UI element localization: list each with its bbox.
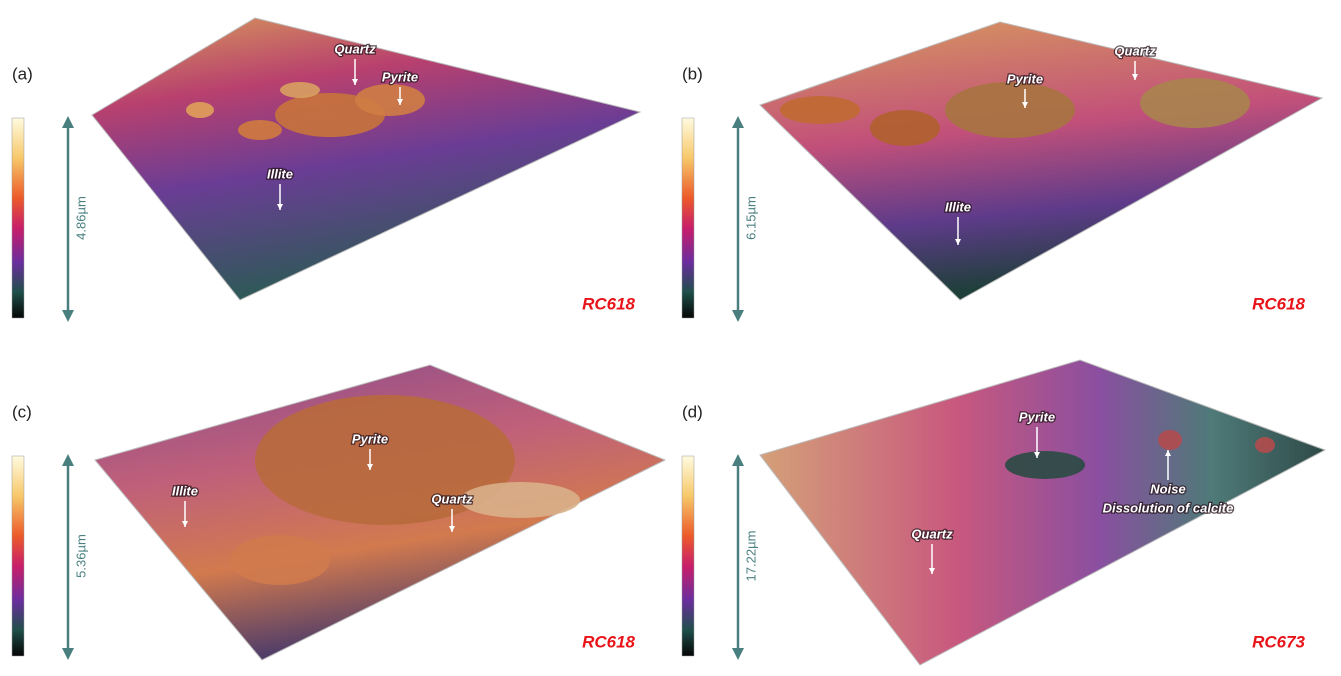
panel: 5.36µm (c) RC618 Pyrite Illite Quartz — [12, 365, 665, 660]
annotation: Pyrite — [1007, 71, 1043, 86]
colorbar — [682, 118, 694, 318]
sample-label: RC618 — [582, 294, 635, 313]
grain — [186, 102, 214, 118]
colorbar — [682, 456, 694, 656]
grain — [460, 482, 580, 518]
height-label: 4.86µm — [73, 196, 88, 240]
grain — [1255, 437, 1275, 453]
annotation: Quartz — [431, 491, 473, 506]
surface — [760, 22, 1322, 300]
arrow-head — [732, 454, 744, 466]
colorbar — [12, 456, 24, 656]
grain — [945, 82, 1075, 138]
height-label: 6.15µm — [743, 196, 758, 240]
annotation: Dissolution of calcite — [1103, 500, 1234, 515]
grain — [780, 96, 860, 124]
annotation: Illite — [172, 483, 198, 498]
grain — [870, 110, 940, 146]
annotation: Pyrite — [1019, 409, 1055, 424]
arrow-head — [62, 648, 74, 660]
grain — [280, 82, 320, 98]
annotation: Illite — [945, 199, 971, 214]
sample-label: RC618 — [582, 632, 635, 651]
panel-label: (c) — [12, 402, 32, 421]
arrow-head — [62, 310, 74, 322]
grain — [355, 84, 425, 116]
arrow-head — [732, 116, 744, 128]
sample-label: RC673 — [1252, 632, 1305, 651]
panel: 17.22µm (d) RC673 Pyrite Noise Dissolution of… — [682, 360, 1325, 665]
panel-label: (d) — [682, 402, 703, 421]
annotation: Quartz — [334, 41, 376, 56]
annotation: Illite — [267, 166, 293, 181]
annotation: Pyrite — [382, 69, 418, 84]
grain — [238, 120, 282, 140]
arrow-head — [732, 310, 744, 322]
annotation: Quartz — [911, 526, 953, 541]
grain — [1005, 451, 1085, 479]
panel-label: (b) — [682, 64, 703, 83]
surface — [92, 18, 640, 300]
annotation: Pyrite — [352, 431, 388, 446]
arrow-head — [62, 454, 74, 466]
panel: 6.15µm (b) RC618 Quartz Pyrite Illite — [682, 22, 1322, 322]
figure: 4.86µm (a) RC618 Quartz Pyrite Illite 6.15µm (b… — [0, 0, 1341, 671]
arrow-head — [62, 116, 74, 128]
panel-label: (a) — [12, 64, 33, 83]
height-label: 5.36µm — [73, 534, 88, 578]
annotation: Quartz — [1114, 43, 1156, 58]
colorbar — [12, 118, 24, 318]
height-label: 17.22µm — [743, 531, 758, 582]
panel: 4.86µm (a) RC618 Quartz Pyrite Illite — [12, 18, 640, 322]
arrow-head — [732, 648, 744, 660]
grain — [1158, 430, 1182, 450]
grain — [230, 535, 330, 585]
surface — [760, 360, 1325, 665]
annotation: Noise — [1150, 481, 1185, 496]
grain — [1140, 78, 1250, 128]
sample-label: RC618 — [1252, 294, 1305, 313]
